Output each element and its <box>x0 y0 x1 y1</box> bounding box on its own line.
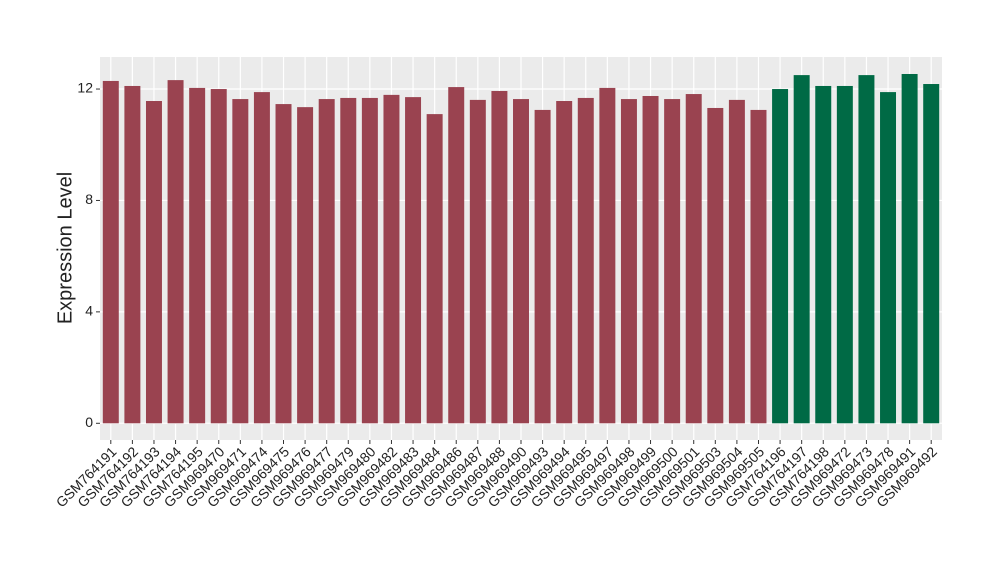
y-tick-label: 4 <box>85 303 93 319</box>
bar <box>513 99 529 424</box>
bar <box>534 109 551 424</box>
bar <box>232 99 249 424</box>
bar <box>642 95 659 424</box>
bar <box>145 101 162 424</box>
bar <box>901 73 918 424</box>
bar <box>361 97 378 424</box>
bar <box>253 92 270 424</box>
bar <box>210 89 227 424</box>
bar <box>124 85 141 424</box>
bar <box>189 87 206 424</box>
bar <box>491 90 508 424</box>
bar <box>858 75 875 424</box>
bar <box>664 99 681 424</box>
bar <box>577 97 594 424</box>
bar <box>599 87 616 424</box>
bar <box>685 94 702 424</box>
y-tick-label: 8 <box>85 191 93 207</box>
bar <box>836 85 853 424</box>
bar <box>383 94 400 424</box>
bar <box>167 80 184 424</box>
bar <box>297 107 314 424</box>
bar <box>815 85 832 424</box>
bar <box>707 107 724 424</box>
bar <box>340 97 357 424</box>
y-tick-label: 12 <box>77 80 93 96</box>
bar <box>426 114 443 424</box>
bar <box>793 75 810 424</box>
bar <box>750 109 767 424</box>
bar <box>469 99 486 424</box>
bar <box>772 89 789 424</box>
bar <box>102 80 119 424</box>
y-axis-label: Expression Level <box>54 172 76 324</box>
bar <box>318 99 335 424</box>
y-tick-label: 0 <box>85 414 93 430</box>
bar <box>880 92 897 424</box>
bar <box>728 99 745 424</box>
bar <box>275 104 292 424</box>
bar <box>620 99 637 424</box>
bar <box>405 97 422 424</box>
bar <box>556 101 573 424</box>
bar <box>923 84 940 424</box>
bar <box>448 87 465 424</box>
